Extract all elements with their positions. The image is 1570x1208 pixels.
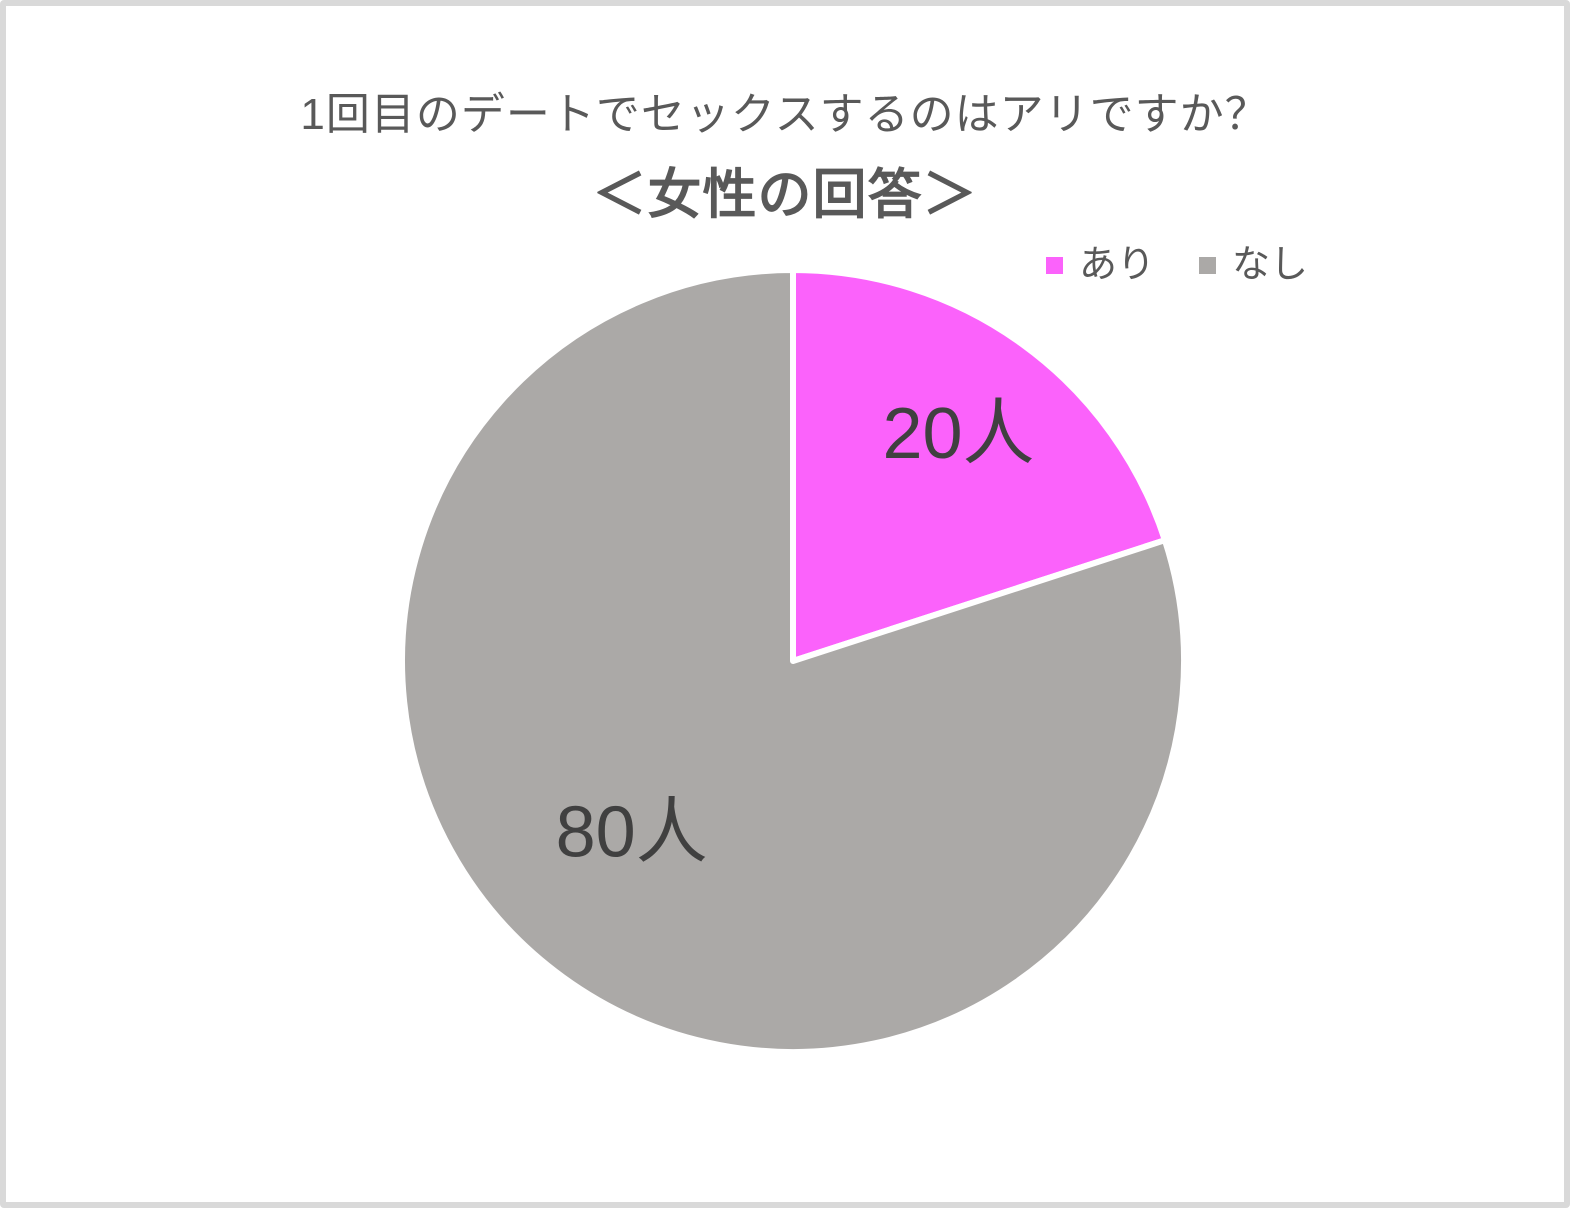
chart-subtitle: ＜女性の回答＞ <box>592 165 978 225</box>
pie-slice-ari <box>790 267 1168 664</box>
legend-item-ari: あり <box>1045 244 1155 286</box>
chart-legend: あり なし <box>1045 244 1308 286</box>
legend-label-ari: あり <box>1078 244 1155 286</box>
pie-data-label-nashi: 80人 <box>556 792 708 872</box>
pie-data-label-ari: 20人 <box>882 394 1034 474</box>
chart-title: 1回目のデートでセックスするのはアリですか？ <box>300 90 1270 139</box>
legend-swatch-nashi-icon <box>1198 256 1216 274</box>
legend-swatch-ari-icon <box>1045 256 1063 274</box>
pie-slice-nashi <box>399 267 1187 1055</box>
legend-label-nashi: なし <box>1231 244 1308 286</box>
legend-item-nashi: なし <box>1198 244 1308 286</box>
pie-chart: 20人 80人 <box>399 267 1187 1055</box>
